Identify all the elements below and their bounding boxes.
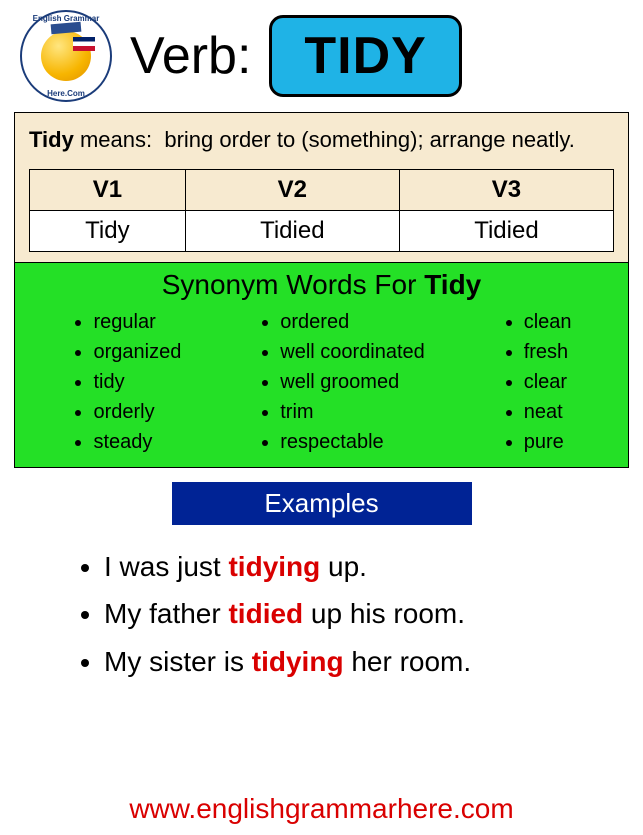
synonym-item: well coordinated — [280, 337, 425, 367]
example-highlight: tidying — [252, 646, 344, 677]
forms-value-row: Tidy Tidied Tidied — [30, 210, 614, 251]
example-pre: My sister is — [104, 646, 252, 677]
verb-forms-table: V1 V2 V3 Tidy Tidied Tidied — [29, 169, 614, 252]
synonym-item: trim — [280, 397, 425, 427]
example-highlight: tidying — [228, 551, 320, 582]
synonym-item: regular — [93, 307, 181, 337]
logo-hat-icon — [51, 22, 82, 35]
synonym-item: clear — [524, 367, 572, 397]
example-pre: My father — [104, 598, 228, 629]
definition-body: bring order to (something); arrange neat… — [164, 127, 574, 152]
logo-text-top: English Grammar — [22, 14, 110, 23]
verb-word: TIDY — [304, 27, 426, 85]
header-row: English Grammar Here.Com Verb: TIDY — [14, 10, 629, 102]
synonyms-col-1: regular organized tidy orderly steady — [71, 307, 181, 457]
synonym-item: fresh — [524, 337, 572, 367]
synonyms-title-word: Tidy — [424, 269, 481, 300]
example-item: My sister is tidying her room. — [104, 638, 629, 686]
definition-text: Tidy means: bring order to (something); … — [29, 125, 614, 155]
examples-list: I was just tidying up. My father tidied … — [14, 543, 629, 686]
synonym-item: well groomed — [280, 367, 425, 397]
synonym-item: clean — [524, 307, 572, 337]
example-post: up. — [320, 551, 367, 582]
example-post: her room. — [344, 646, 472, 677]
site-logo: English Grammar Here.Com — [20, 10, 112, 102]
synonym-item: steady — [93, 427, 181, 457]
synonym-item: respectable — [280, 427, 425, 457]
synonym-item: pure — [524, 427, 572, 457]
synonyms-block: Synonym Words For Tidy regular organized… — [14, 263, 629, 468]
synonym-item: neat — [524, 397, 572, 427]
synonyms-columns: regular organized tidy orderly steady or… — [25, 307, 618, 457]
forms-header-v1: V1 — [30, 169, 186, 210]
footer-url: www.englishgrammarhere.com — [0, 793, 643, 825]
synonym-item: tidy — [93, 367, 181, 397]
synonym-item: ordered — [280, 307, 425, 337]
logo-text-bottom: Here.Com — [22, 89, 110, 98]
synonym-item: orderly — [93, 397, 181, 427]
synonyms-col-3: clean fresh clear neat pure — [502, 307, 572, 457]
logo-flag-icon — [73, 37, 95, 51]
forms-value-v2: Tidied — [185, 210, 399, 251]
example-post: up his room. — [303, 598, 465, 629]
example-highlight: tidied — [228, 598, 303, 629]
synonyms-title: Synonym Words For Tidy — [25, 269, 618, 301]
logo-bulb-icon — [41, 31, 91, 81]
example-item: My father tidied up his room. — [104, 590, 629, 638]
forms-header-row: V1 V2 V3 — [30, 169, 614, 210]
example-item: I was just tidying up. — [104, 543, 629, 591]
synonyms-col-2: ordered well coordinated well groomed tr… — [258, 307, 425, 457]
verb-label: Verb: — [130, 26, 251, 86]
example-pre: I was just — [104, 551, 228, 582]
synonyms-title-prefix: Synonym Words For — [162, 269, 424, 300]
synonym-item: organized — [93, 337, 181, 367]
examples-header: Examples — [172, 482, 472, 525]
forms-value-v1: Tidy — [30, 210, 186, 251]
verb-box: TIDY — [269, 15, 461, 97]
definition-means-label: means: — [80, 127, 152, 152]
definition-block: Tidy means: bring order to (something); … — [14, 112, 629, 263]
forms-header-v3: V3 — [399, 169, 613, 210]
forms-value-v3: Tidied — [399, 210, 613, 251]
definition-term: Tidy — [29, 127, 74, 152]
forms-header-v2: V2 — [185, 169, 399, 210]
